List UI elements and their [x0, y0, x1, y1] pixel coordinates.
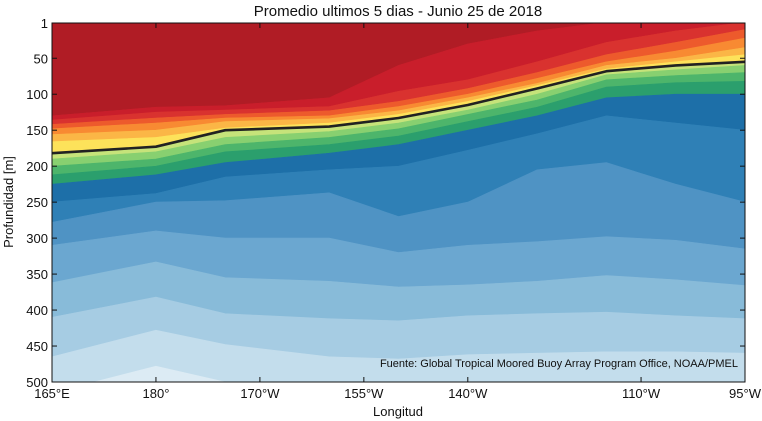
y-tick-label-1: 50 [34, 51, 48, 66]
y-tick-label-4: 200 [26, 159, 48, 174]
y-tick-label-8: 400 [26, 303, 48, 318]
temperature-bands [52, 23, 745, 382]
temperature-band-18 [92, 365, 229, 382]
temperature-band-17 [52, 329, 745, 382]
x-axis-ticks: 165°E 180° 170°W 155°W 140°W 110°W 95°W [34, 23, 762, 401]
chart-title: Promedio ultimos 5 dias - Junio 25 de 20… [254, 3, 543, 20]
y-tick-label-9: 450 [26, 339, 48, 354]
y-axis-label: Profundidad [m] [1, 156, 16, 248]
y-tick-label-10: 500 [26, 375, 48, 390]
x-tick-label-2: 170°W [240, 386, 280, 401]
y-tick-label-7: 350 [26, 267, 48, 282]
x-tick-label-3: 155°W [344, 386, 384, 401]
y-tick-label-3: 150 [26, 123, 48, 138]
x-tick-label-1: 180° [143, 386, 170, 401]
x-tick-label-0: 165°E [34, 386, 70, 401]
thermocline-20c-line [52, 60, 745, 155]
x-tick-label-4: 140°W [448, 386, 488, 401]
y-tick-label-5: 250 [26, 195, 48, 210]
x-tick-label-5: 110°W [622, 386, 661, 401]
y-tick-label-2: 100 [26, 87, 48, 102]
x-tick-label-6: 95°W [729, 386, 762, 401]
source-note: Fuente: Global Tropical Moored Buoy Arra… [380, 358, 738, 370]
y-tick-label-0: 1 [41, 16, 48, 31]
x-axis-label: Longitud [373, 404, 423, 419]
y-tick-label-6: 300 [26, 231, 48, 246]
